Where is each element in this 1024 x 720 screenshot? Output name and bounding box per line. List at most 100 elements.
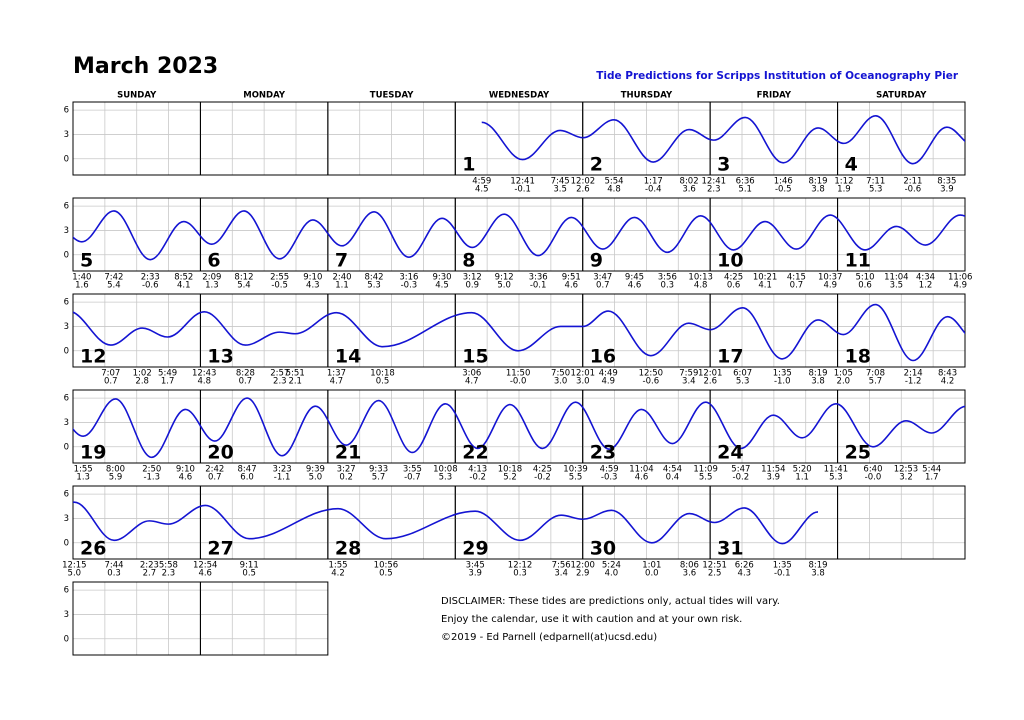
- day-number: 20: [207, 442, 233, 464]
- tide-time: 4:59: [472, 177, 491, 187]
- day-number: 6: [207, 250, 220, 272]
- tide-height: 2.6: [576, 185, 590, 195]
- tide-height: 0.6: [858, 281, 872, 291]
- weekday-header: THURSDAY: [621, 91, 673, 101]
- tide-time: 9:39: [306, 465, 325, 475]
- tide-curve: [710, 306, 838, 360]
- tide-curve: [327, 210, 456, 259]
- tide-time: 1:55: [74, 465, 93, 475]
- tide-height: 5.5: [569, 473, 583, 483]
- day-cell: [837, 197, 966, 272]
- tide-time: 10:21: [753, 273, 778, 283]
- tide-height: -0.2: [733, 473, 750, 483]
- tide-height: 0.7: [239, 377, 253, 387]
- tide-height: 1.1: [795, 473, 809, 483]
- tide-time: 11:06: [948, 273, 973, 283]
- day-number: 24: [717, 442, 743, 464]
- day-number: 15: [462, 346, 488, 368]
- tide-time: 5:49: [158, 369, 177, 379]
- tide-time: 5:10: [855, 273, 874, 283]
- tide-height: 5.7: [372, 473, 386, 483]
- tide-height: 0.3: [513, 569, 527, 579]
- tide-time: 3:47: [593, 273, 612, 283]
- tide-height: -0.2: [469, 473, 486, 483]
- tide-curve: [455, 401, 583, 450]
- tide-time: 6:36: [736, 177, 755, 187]
- tide-height: 3.9: [468, 569, 482, 579]
- tide-time: 7:59: [679, 369, 698, 379]
- tide-height: 1.7: [161, 377, 175, 387]
- day-cell: [199, 581, 329, 656]
- tide-time: 1:40: [72, 273, 91, 283]
- tide-time: 8:06: [680, 561, 699, 571]
- tide-curve: [837, 403, 965, 448]
- tide-time: 12:01: [698, 369, 723, 379]
- tide-curve: [455, 311, 583, 352]
- tide-time: 12:53: [894, 465, 919, 475]
- tide-time: 1:55: [328, 561, 347, 571]
- tide-time: 6:40: [863, 465, 882, 475]
- tide-height: 4.0: [605, 569, 619, 579]
- tide-curve: [73, 501, 201, 542]
- tide-time: 11:04: [884, 273, 909, 283]
- tide-height: 4.7: [465, 377, 479, 387]
- tide-time: 10:56: [374, 561, 399, 571]
- tide-curve: [710, 116, 838, 164]
- tide-height: -0.0: [865, 473, 882, 483]
- tide-height: 2.1: [288, 377, 302, 387]
- tide-height: 4.6: [628, 281, 642, 291]
- tide-curve: [200, 311, 328, 346]
- tide-time: 8:19: [808, 177, 827, 187]
- tide-height: 4.3: [306, 281, 320, 291]
- day-cell: [837, 293, 966, 368]
- day-number: 29: [462, 538, 488, 560]
- weekday-header: SATURDAY: [876, 91, 927, 101]
- tide-height: 3.8: [811, 185, 825, 195]
- tide-time: 10:13: [688, 273, 713, 283]
- tide-time: 4:25: [533, 465, 552, 475]
- tide-height: -0.3: [401, 281, 418, 291]
- tide-height: 3.5: [553, 185, 567, 195]
- tide-time: 4:59: [600, 465, 619, 475]
- tide-time: 3:56: [658, 273, 677, 283]
- tide-height: 0.0: [645, 569, 659, 579]
- tide-height: 4.8: [197, 377, 211, 387]
- tide-height: 3.9: [940, 185, 954, 195]
- tide-height: 2.3: [273, 377, 287, 387]
- tide-time: 1:37: [327, 369, 346, 379]
- tide-height: 3.0: [554, 377, 568, 387]
- tide-time: 8:19: [808, 561, 827, 571]
- tide-time: 10:18: [370, 369, 395, 379]
- tide-time: 3:23: [273, 465, 292, 475]
- day-number: 2: [590, 154, 603, 176]
- day-number: 14: [335, 346, 361, 368]
- tide-time: 11:09: [693, 465, 718, 475]
- tide-time: 8:12: [234, 273, 253, 283]
- tide-time: 8:47: [238, 465, 257, 475]
- day-number: 28: [335, 538, 361, 560]
- tide-curve: [837, 214, 965, 251]
- day-number: 10: [717, 250, 743, 272]
- tide-height: 2.3: [162, 569, 176, 579]
- tide-time: 3:27: [337, 465, 356, 475]
- tide-time: 2:50: [142, 465, 161, 475]
- tide-time: 12:50: [639, 369, 664, 379]
- tide-time: 10:08: [433, 465, 458, 475]
- tide-time: 3:36: [529, 273, 548, 283]
- tide-time: 8:52: [174, 273, 193, 283]
- y-tick-label: 0: [64, 346, 69, 356]
- day-number: 25: [845, 442, 871, 464]
- tide-height: 5.1: [738, 185, 752, 195]
- tide-height: 0.7: [596, 281, 610, 291]
- tide-height: -1.2: [905, 377, 922, 387]
- day-number: 30: [590, 538, 616, 560]
- disclaimer: DISCLAIMER: These tides are predictions …: [441, 596, 780, 607]
- tide-time: 1:35: [773, 561, 792, 571]
- tide-height: 3.4: [554, 569, 568, 579]
- tide-time: 2:09: [202, 273, 221, 283]
- tide-curve: [327, 311, 456, 348]
- tide-time: 2:40: [332, 273, 351, 283]
- disclaimer: Enjoy the calendar, use it with caution …: [441, 614, 742, 625]
- tide-curve: [327, 507, 456, 540]
- tide-time: 1:05: [834, 369, 853, 379]
